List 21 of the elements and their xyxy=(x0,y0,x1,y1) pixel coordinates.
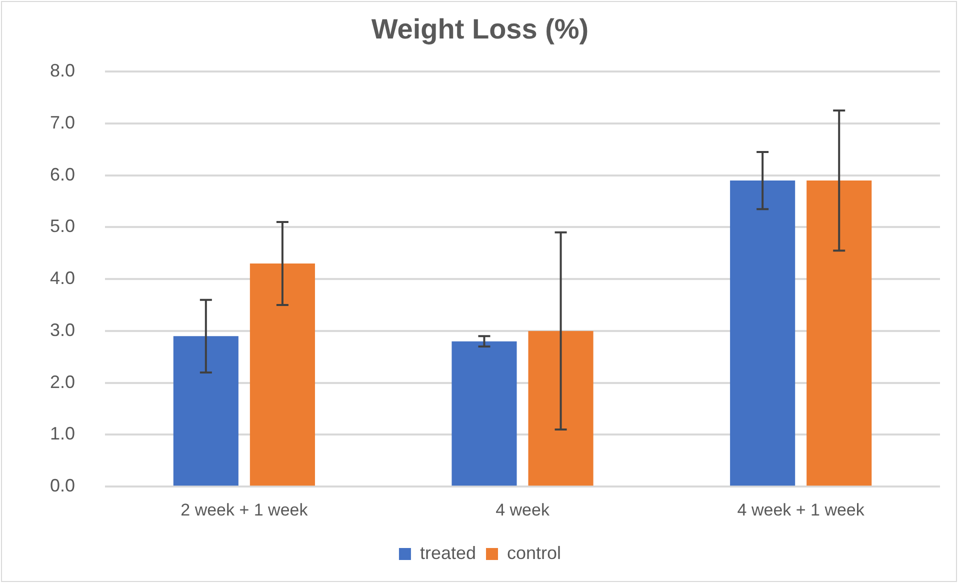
y-tick-label: 7.0 xyxy=(50,112,76,132)
x-tick-label: 4 week xyxy=(496,500,550,520)
y-tick-label: 2.0 xyxy=(50,372,76,392)
y-tick-label: 6.0 xyxy=(50,164,76,184)
bar xyxy=(806,180,872,486)
y-tick-label: 8.0 xyxy=(50,60,76,81)
y-tick-label: 3.0 xyxy=(50,320,76,340)
y-tick-label: 5.0 xyxy=(50,216,76,236)
x-tick-label: 4 week + 1 week xyxy=(737,500,865,520)
legend-label: treated xyxy=(420,542,476,563)
y-tick-label: 4.0 xyxy=(50,268,76,288)
x-tick-label: 2 week + 1 week xyxy=(180,500,308,520)
bar xyxy=(250,264,315,486)
chart-title: Weight Loss (%) xyxy=(371,14,589,45)
bar xyxy=(452,341,517,486)
bar xyxy=(528,330,594,486)
y-tick-label: 0.0 xyxy=(50,476,76,496)
bar xyxy=(173,336,238,486)
y-tick-label: 1.0 xyxy=(50,424,76,444)
bar xyxy=(730,180,796,486)
legend-label: control xyxy=(507,542,562,563)
